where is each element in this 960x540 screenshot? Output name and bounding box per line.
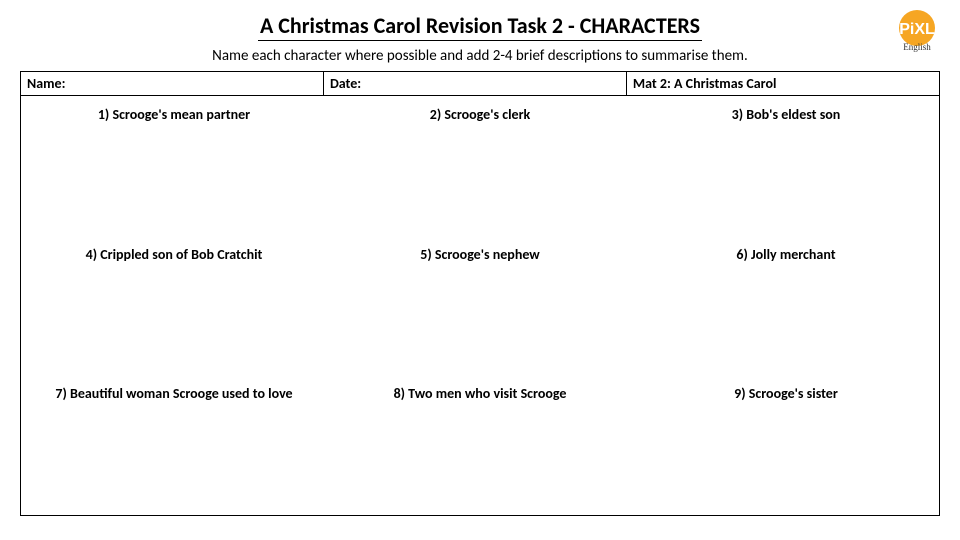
- name-field-label: Name:: [21, 72, 324, 95]
- page-title: A Christmas Carol Revision Task 2 - CHAR…: [258, 12, 702, 41]
- grid-cell: 7) Beautiful woman Scrooge used to love: [21, 375, 327, 515]
- svg-text:English: English: [903, 42, 931, 52]
- grid-cell: 5) Scrooge's nephew: [327, 236, 633, 376]
- character-grid: 1) Scrooge's mean partner 2) Scrooge's c…: [20, 96, 940, 516]
- date-field-label: Date:: [324, 72, 627, 95]
- subtitle: Name each character where possible and a…: [20, 47, 940, 65]
- header-bar: Name: Date: Mat 2: A Christmas Carol: [20, 71, 940, 96]
- grid-cell: 3) Bob's eldest son: [633, 96, 939, 236]
- grid-cell: 8) Two men who visit Scrooge: [327, 375, 633, 515]
- grid-cell: 1) Scrooge's mean partner: [21, 96, 327, 236]
- svg-text:PiXL: PiXL: [899, 21, 935, 38]
- grid-cell: 2) Scrooge's clerk: [327, 96, 633, 236]
- grid-cell: 4) Crippled son of Bob Cratchit: [21, 236, 327, 376]
- mat-label: Mat 2: A Christmas Carol: [627, 72, 939, 95]
- pixl-english-logo: PiXL English: [894, 8, 940, 54]
- grid-cell: 9) Scrooge's sister: [633, 375, 939, 515]
- grid-cell: 6) Jolly merchant: [633, 236, 939, 376]
